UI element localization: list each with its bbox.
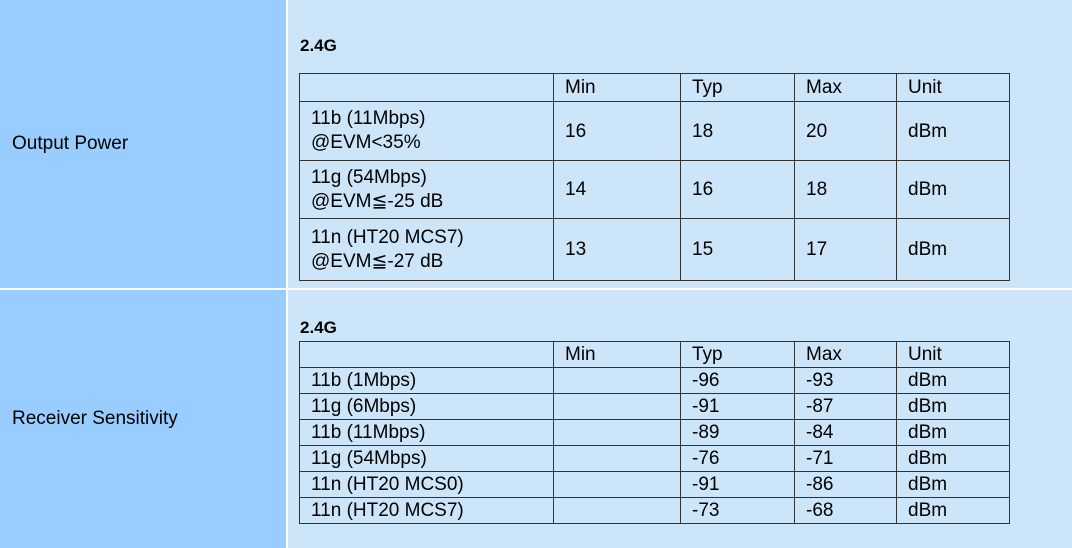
typ-cell: 18 xyxy=(680,101,795,161)
unit-cell: dBm xyxy=(896,419,1010,446)
max-cell: -71 xyxy=(794,445,897,472)
typ-cell: -76 xyxy=(680,445,795,472)
mode-cell: 11g (6Mbps) xyxy=(299,393,554,420)
header-cell: Min xyxy=(553,73,681,102)
min-cell xyxy=(553,393,681,420)
min-cell xyxy=(553,367,681,394)
unit-cell: dBm xyxy=(896,160,1010,219)
header-cell xyxy=(299,341,554,368)
mode-text: 11b (11Mbps) xyxy=(311,108,426,129)
receiver-sensitivity-row: Receiver Sensitivity 2.4G Min Typ Max Un… xyxy=(0,290,1072,548)
mode-text: 11g (54Mbps) xyxy=(311,166,427,188)
receiver-sensitivity-table: Min Typ Max Unit 11b (1Mbps) -96 -93 dBm… xyxy=(299,341,1010,524)
typ-cell: 15 xyxy=(680,218,795,281)
unit-cell: dBm xyxy=(896,471,1010,498)
unit-cell: dBm xyxy=(896,101,1010,161)
min-cell: 14 xyxy=(553,160,681,219)
table-header-row: Min Typ Max Unit xyxy=(299,73,1010,102)
typ-cell: -91 xyxy=(680,471,795,498)
mode-cell: 11n (HT20 MCS7) xyxy=(299,497,554,524)
band-title: 2.4G xyxy=(300,36,337,55)
max-cell: -68 xyxy=(794,497,897,524)
min-cell: 16 xyxy=(553,101,681,161)
band-title: 2.4G xyxy=(300,318,337,337)
typ-cell: -89 xyxy=(680,419,795,446)
header-cell xyxy=(299,73,554,102)
max-cell: -84 xyxy=(794,419,897,446)
receiver-sensitivity-label: Receiver Sensitivity xyxy=(0,290,286,548)
min-cell xyxy=(553,471,681,498)
header-cell: Min xyxy=(553,341,681,368)
unit-cell: dBm xyxy=(896,218,1010,281)
mode-cell: 11g (54Mbps) @EVM≦-25 dB xyxy=(299,160,554,219)
output-power-row: Output Power 2.4G Min Typ Max Unit 11b (… xyxy=(0,0,1072,288)
table-row: 11n (HT20 MCS0) -91 -86 dBm xyxy=(299,471,1010,498)
table-row: 11n (HT20 MCS7) @EVM≦-27 dB 13 15 17 dBm xyxy=(299,218,1010,281)
header-cell: Unit xyxy=(896,73,1010,102)
mode-cell: 11n (HT20 MCS7) @EVM≦-27 dB xyxy=(299,218,554,281)
mode-cell: 11n (HT20 MCS0) xyxy=(299,471,554,498)
max-cell: -93 xyxy=(794,367,897,394)
unit-cell: dBm xyxy=(896,393,1010,420)
unit-cell: dBm xyxy=(896,497,1010,524)
table-row: 11g (54Mbps) -76 -71 dBm xyxy=(299,445,1010,472)
mode-text: 11n (HT20 MCS7) xyxy=(311,226,464,248)
header-cell: Unit xyxy=(896,341,1010,368)
table-row: 11g (54Mbps) @EVM≦-25 dB 14 16 18 dBm xyxy=(299,160,1010,219)
min-cell xyxy=(553,419,681,446)
min-cell xyxy=(553,497,681,524)
mode-cell: 11b (1Mbps) xyxy=(299,367,554,394)
max-cell: -86 xyxy=(794,471,897,498)
min-cell xyxy=(553,445,681,472)
mode-condition: @EVM<35% xyxy=(311,132,421,153)
section-divider xyxy=(0,288,1072,290)
unit-cell: dBm xyxy=(896,367,1010,394)
typ-cell: 16 xyxy=(680,160,795,219)
max-cell: -87 xyxy=(794,393,897,420)
mode-condition: @EVM≦-27 dB xyxy=(311,250,444,272)
output-power-label: Output Power xyxy=(0,0,286,288)
output-power-content: 2.4G Min Typ Max Unit 11b (11Mbps) @EVM<… xyxy=(286,0,1072,288)
max-cell: 18 xyxy=(794,160,897,219)
receiver-sensitivity-content: 2.4G Min Typ Max Unit 11b (1Mbps) -96 -9… xyxy=(286,290,1072,548)
table-row: 11b (1Mbps) -96 -93 dBm xyxy=(299,367,1010,394)
output-power-table: Min Typ Max Unit 11b (11Mbps) @EVM<35% 1… xyxy=(299,73,1010,281)
mode-cell: 11b (11Mbps) xyxy=(299,419,554,446)
header-cell: Typ xyxy=(680,73,795,102)
table-row: 11n (HT20 MCS7) -73 -68 dBm xyxy=(299,497,1010,524)
typ-cell: -73 xyxy=(680,497,795,524)
typ-cell: -91 xyxy=(680,393,795,420)
mode-condition: @EVM≦-25 dB xyxy=(311,190,444,212)
table-row: 11b (11Mbps) @EVM<35% 16 18 20 dBm xyxy=(299,101,1010,161)
typ-cell: -96 xyxy=(680,367,795,394)
min-cell: 13 xyxy=(553,218,681,281)
unit-cell: dBm xyxy=(896,445,1010,472)
header-cell: Typ xyxy=(680,341,795,368)
max-cell: 20 xyxy=(794,101,897,161)
table-row: 11g (6Mbps) -91 -87 dBm xyxy=(299,393,1010,420)
table-row: 11b (11Mbps) -89 -84 dBm xyxy=(299,419,1010,446)
max-cell: 17 xyxy=(794,218,897,281)
header-cell: Max xyxy=(794,341,897,368)
table-header-row: Min Typ Max Unit xyxy=(299,341,1010,368)
mode-cell: 11b (11Mbps) @EVM<35% xyxy=(299,101,554,161)
header-cell: Max xyxy=(794,73,897,102)
mode-cell: 11g (54Mbps) xyxy=(299,445,554,472)
